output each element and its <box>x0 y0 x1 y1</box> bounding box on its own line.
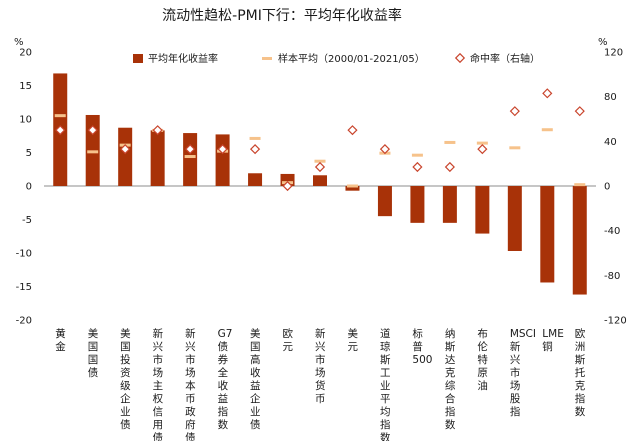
right-tick-label: -40 <box>604 226 620 237</box>
chart-title: 流动性趋松-PMI下行：平均年化收益率 <box>162 7 402 24</box>
sample-average-dash <box>249 136 261 140</box>
category-label: MSCI 新兴市场股指 <box>510 328 536 418</box>
bar <box>442 186 457 223</box>
bar <box>540 186 555 283</box>
category-label: 黄金 <box>55 327 66 353</box>
legend-marker-label: 命中率（右轴） <box>470 52 540 65</box>
bar-series <box>53 73 587 295</box>
left-tick-label: -20 <box>16 316 32 327</box>
hit-rate-marker <box>55 125 66 136</box>
right-tick-label: -80 <box>604 271 620 282</box>
hit-rate-marker <box>185 144 196 155</box>
sample-average-dash <box>54 114 66 118</box>
hit-rate-marker <box>314 161 326 173</box>
bar <box>475 186 490 234</box>
hit-rate-marker <box>87 125 98 136</box>
sample-average-dash <box>346 184 358 188</box>
category-label: 道琼斯工业平均指数 <box>380 327 391 441</box>
sample-average-dash <box>509 146 521 150</box>
sample-average-dash <box>411 153 423 157</box>
hit-rate-marker <box>574 106 585 117</box>
hit-rate-series <box>55 88 585 192</box>
bar <box>118 127 133 186</box>
left-tick-label: 20 <box>19 48 32 59</box>
left-axis: 20 15 10 5 0 -5 -10 -15 -20 <box>16 48 32 327</box>
hit-rate-marker <box>379 144 391 155</box>
hit-rate-marker <box>444 161 455 173</box>
right-tick-label: 80 <box>604 92 617 103</box>
bar <box>410 186 425 223</box>
category-label: 新兴市场主权信用债 <box>153 327 164 441</box>
right-axis: 120 80 40 0 -40 -80 -120 <box>604 48 627 327</box>
right-tick-label: 40 <box>604 137 617 148</box>
category-label: 新兴市场货币 <box>315 327 326 405</box>
right-tick-label: 0 <box>604 182 610 193</box>
legend-dash-swatch <box>262 57 272 60</box>
left-tick-label: 0 <box>26 182 32 193</box>
sample-average-dash <box>444 140 456 144</box>
bar <box>377 186 392 217</box>
left-tick-label: -5 <box>22 215 32 226</box>
right-axis-unit: % <box>598 37 608 48</box>
right-tick-label: 120 <box>604 48 623 59</box>
right-tick-label: -120 <box>604 316 627 327</box>
sample-average-dash <box>476 141 488 145</box>
left-tick-label: -15 <box>16 282 32 293</box>
hit-rate-marker <box>509 106 520 117</box>
sample-average-dash <box>87 150 99 154</box>
bar <box>345 186 360 191</box>
hit-rate-marker <box>152 125 163 136</box>
left-tick-label: 10 <box>19 115 32 126</box>
category-label: 美国投资级企业债 <box>120 327 131 431</box>
bar <box>248 173 263 186</box>
category-label: G7 债券全收益指数 <box>218 328 233 431</box>
hit-rate-marker <box>412 161 423 173</box>
category-labels: 黄金 美国国债 美国投资级企业债 新兴市场主权信用债 新兴市场本币政府债 G7 债券全收益指… <box>55 327 586 441</box>
bar <box>150 130 165 186</box>
bar <box>183 133 198 186</box>
left-tick-label: 15 <box>19 81 32 92</box>
bar <box>215 134 230 186</box>
sample-average-dash <box>184 155 196 159</box>
category-label: 美国国债 <box>88 327 99 379</box>
category-label: 美国高收益企业债 <box>250 327 261 431</box>
legend-dash-label: 样本平均（2000/01-2021/05） <box>278 52 425 65</box>
sample-average-dash <box>574 183 586 187</box>
category-label: 欧元 <box>283 328 294 353</box>
category-label: 纳斯达克综合指数 <box>445 327 456 431</box>
left-tick-label: 5 <box>26 148 32 159</box>
hit-rate-marker <box>542 88 553 99</box>
category-label: 美元 <box>347 327 358 353</box>
category-label: 新兴市场本币政府债 <box>185 327 196 441</box>
category-label: 布伦特原油 <box>477 328 488 392</box>
hit-rate-marker <box>347 125 358 136</box>
bar <box>507 186 522 251</box>
legend-bar-label: 平均年化收益率 <box>148 52 218 65</box>
category-label: 标普 500 <box>412 328 432 366</box>
legend-marker-swatch <box>454 52 466 64</box>
hit-rate-marker <box>249 144 261 155</box>
hit-rate-marker <box>217 144 228 155</box>
left-axis-unit: % <box>14 37 24 48</box>
sample-average-dash <box>541 128 553 132</box>
category-label: 欧洲斯托克指数 <box>575 328 586 418</box>
category-label: LME 铜 <box>542 328 564 353</box>
hit-rate-marker <box>282 180 293 192</box>
sample-average-dash <box>314 159 326 163</box>
legend-bar-swatch <box>133 54 143 63</box>
hit-rate-marker <box>120 144 131 155</box>
bar <box>572 186 587 295</box>
hit-rate-marker <box>477 144 488 155</box>
left-tick-label: -10 <box>16 249 32 260</box>
legend: 平均年化收益率 样本平均（2000/01-2021/05） 命中率（右轴） <box>133 52 540 65</box>
bar <box>313 175 327 186</box>
